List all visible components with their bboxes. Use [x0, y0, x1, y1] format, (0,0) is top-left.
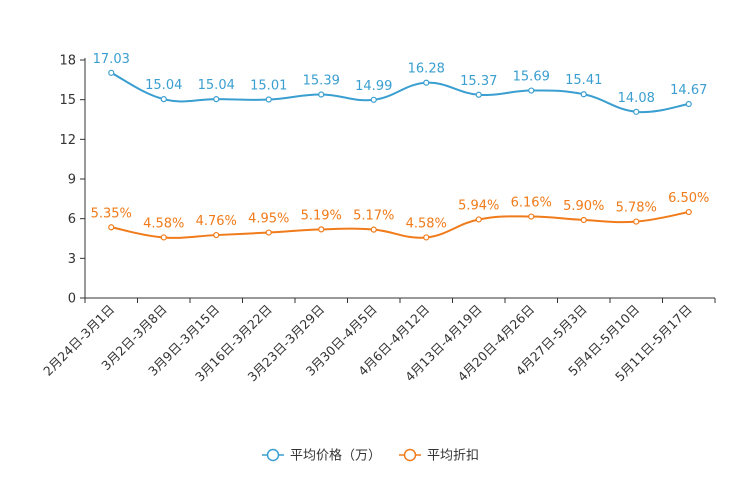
- data-label: 5.35%: [91, 206, 132, 221]
- series-line-price: [110, 71, 689, 114]
- data-point: [633, 108, 640, 115]
- data-point: [108, 69, 115, 76]
- data-point: [475, 216, 482, 223]
- series-price: 17.03 15.04 15.04 15.01 15.39 14.99 16.28 15.37…: [93, 52, 707, 115]
- series-line-discount: [111, 211, 689, 239]
- data-point: [580, 91, 587, 98]
- data-point: [108, 224, 115, 231]
- data-label: 15.01: [250, 79, 287, 94]
- data-label: 5.19%: [301, 208, 342, 223]
- data-label: 15.39: [303, 74, 340, 89]
- data-point: [580, 216, 587, 224]
- data-point: [370, 226, 377, 233]
- data-point: [633, 218, 640, 225]
- data-point: [318, 226, 325, 233]
- data-label: 5.78%: [616, 201, 657, 216]
- legend-label: 平均折扣: [427, 449, 479, 464]
- data-label: 14.67: [670, 83, 707, 98]
- data-point: [423, 79, 430, 86]
- data-point: [528, 87, 535, 94]
- data-label: 15.04: [145, 78, 182, 93]
- data-label: 15.04: [198, 78, 235, 93]
- data-point: [685, 100, 692, 108]
- data-label: 5.17%: [353, 209, 394, 224]
- y-tick-label: 18: [59, 54, 76, 69]
- data-label: 14.08: [618, 91, 655, 106]
- data-point: [265, 229, 272, 236]
- data-point: [423, 234, 430, 241]
- data-point: [370, 96, 377, 103]
- data-label: 14.99: [355, 79, 392, 94]
- y-tick-label: 12: [59, 133, 76, 148]
- y-tick-label: 15: [59, 93, 76, 108]
- data-label: 15.37: [460, 74, 497, 89]
- data-point: [318, 91, 325, 98]
- data-label: 4.58%: [406, 216, 447, 231]
- data-point: [160, 234, 167, 241]
- data-label: 6.50%: [668, 191, 709, 206]
- legend-label: 平均价格（万）: [290, 448, 381, 464]
- data-point: [265, 96, 272, 103]
- legend: 平均价格（万） 平均折扣: [262, 448, 479, 464]
- data-label: 4.58%: [143, 216, 184, 231]
- data-point: [685, 208, 692, 216]
- data-point: [528, 213, 535, 220]
- y-tick-label: 6: [68, 212, 76, 227]
- y-tick-label: 0: [68, 292, 76, 307]
- data-point: [475, 91, 482, 98]
- data-label: 16.28: [408, 62, 445, 77]
- data-label: 4.95%: [248, 212, 289, 227]
- legend-item-discount: 平均折扣: [399, 449, 479, 464]
- legend-marker-icon: [403, 448, 417, 462]
- legend-marker-icon: [266, 448, 280, 462]
- data-label: 15.41: [565, 73, 602, 88]
- series-layer: 17.03 15.04 15.04 15.01 15.39 14.99 16.28 15.37…: [91, 52, 709, 241]
- data-label: 6.16%: [511, 196, 552, 211]
- data-point: [213, 96, 220, 103]
- series-discount: 5.35% 4.58% 4.76% 4.95% 5.19% 5.17% 4.58% 5.94%…: [91, 191, 709, 241]
- data-point: [160, 96, 167, 103]
- data-label: 17.03: [93, 52, 130, 67]
- data-label: 5.90%: [563, 199, 604, 214]
- y-tick-label: 3: [68, 252, 76, 267]
- y-tick-label: 9: [68, 173, 76, 188]
- data-label: 15.69: [513, 70, 550, 85]
- data-point: [213, 231, 220, 239]
- data-label: 4.76%: [196, 214, 237, 229]
- legend-item-price: 平均价格（万）: [262, 448, 381, 464]
- data-label: 5.94%: [458, 198, 499, 213]
